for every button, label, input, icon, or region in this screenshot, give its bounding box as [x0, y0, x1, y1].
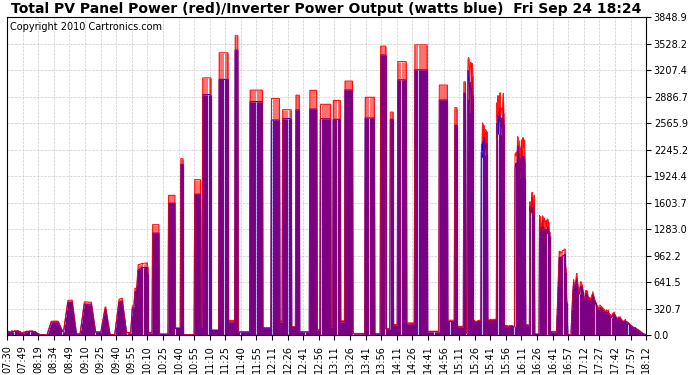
Text: Copyright 2010 Cartronics.com: Copyright 2010 Cartronics.com [10, 22, 162, 32]
Title: Total PV Panel Power (red)/Inverter Power Output (watts blue)  Fri Sep 24 18:24: Total PV Panel Power (red)/Inverter Powe… [12, 2, 642, 16]
